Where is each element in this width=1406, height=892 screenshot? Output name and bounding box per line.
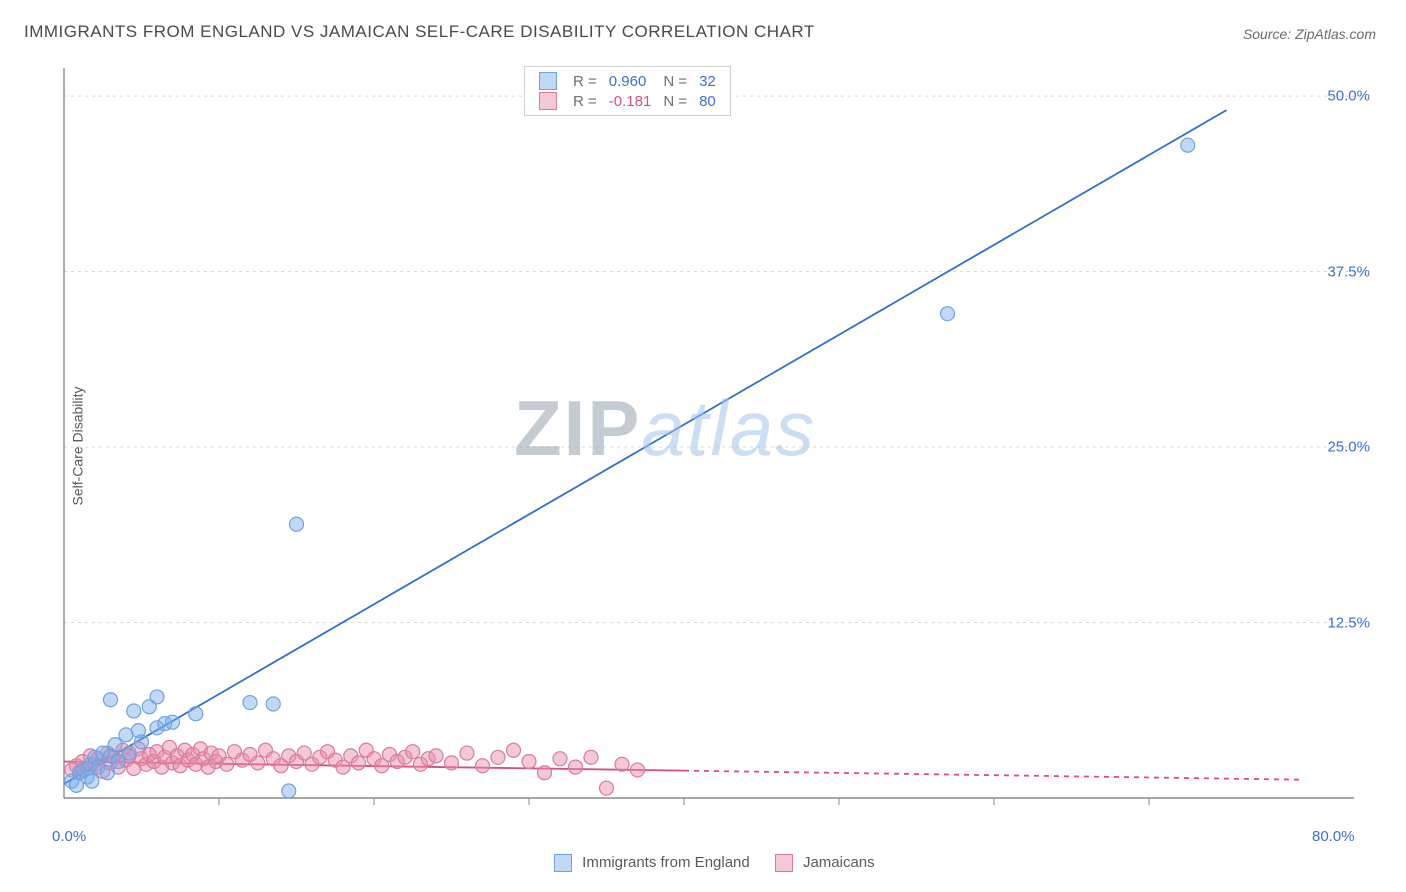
- legend-r-value-england: 0.960: [603, 71, 658, 91]
- series-legend: Immigrants from England Jamaicans: [554, 854, 875, 872]
- legend-row-jamaicans: R = -0.181 N = 80: [533, 91, 722, 111]
- legend-n-value-jamaicans: 80: [693, 91, 722, 111]
- swatch-jamaicans-icon: [775, 854, 793, 872]
- y-tick-label: 25.0%: [1327, 439, 1370, 456]
- legend-n-key: N =: [657, 71, 693, 91]
- correlation-legend: R = 0.960 N = 32 R = -0.181 N = 80: [524, 66, 731, 116]
- legend-n-value-england: 32: [693, 71, 722, 91]
- source-attribution: Source: ZipAtlas.com: [1243, 26, 1376, 42]
- legend-r-key: R =: [567, 71, 603, 91]
- y-tick-label: 37.5%: [1327, 263, 1370, 280]
- plot-area: R = 0.960 N = 32 R = -0.181 N = 80 ZIPat…: [54, 58, 1374, 828]
- chart-title: IMMIGRANTS FROM ENGLAND VS JAMAICAN SELF…: [24, 22, 815, 42]
- legend-r-key: R =: [567, 91, 603, 111]
- legend-r-value-jamaicans: -0.181: [603, 91, 658, 111]
- x-axis-origin-label: 0.0%: [52, 828, 86, 845]
- legend-label-jamaicans: Jamaicans: [803, 854, 875, 871]
- legend-row-england: R = 0.960 N = 32: [533, 71, 722, 91]
- scatter-chart-svg: [54, 58, 1374, 828]
- swatch-jamaicans-icon: [539, 92, 557, 110]
- swatch-england-icon: [554, 854, 572, 872]
- x-axis-max-label: 80.0%: [1312, 828, 1355, 845]
- legend-label-england: Immigrants from England: [582, 854, 750, 871]
- y-tick-label: 50.0%: [1327, 88, 1370, 105]
- y-tick-label: 12.5%: [1327, 614, 1370, 631]
- swatch-england-icon: [539, 72, 557, 90]
- legend-n-key: N =: [657, 91, 693, 111]
